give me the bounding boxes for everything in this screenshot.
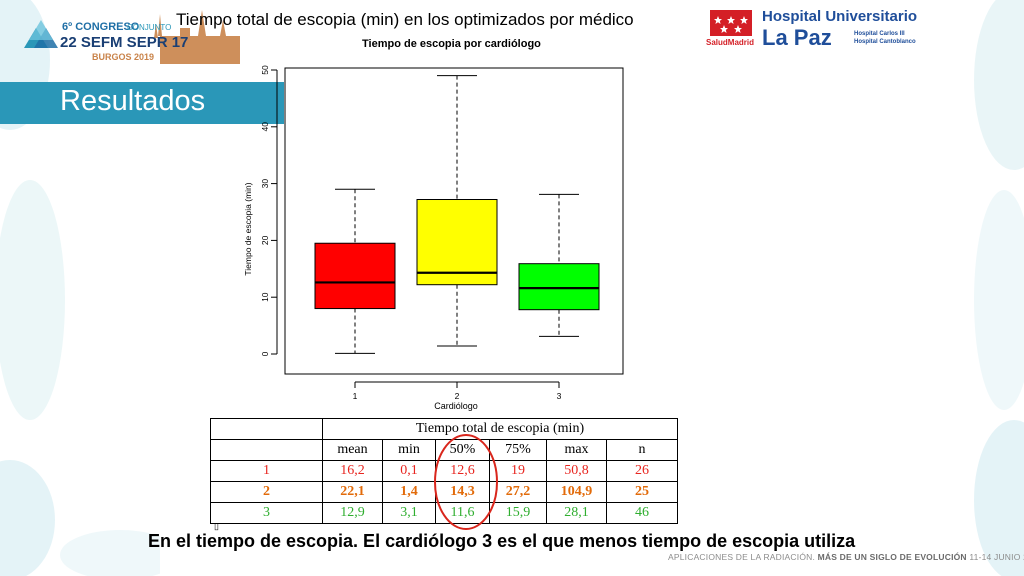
table-cell: 26 <box>606 460 678 482</box>
median-highlight-circle <box>434 434 498 530</box>
table-cell: 25 <box>606 481 678 503</box>
footer-part1: APLICACIONES DE LA RADIACIÓN. <box>668 552 816 562</box>
table-column-header: mean <box>322 439 383 461</box>
congress-city-year: BURGOS 2019 <box>92 52 154 62</box>
table-row: 3 12,9 3,1 11,6 15,9 28,1 46 <box>210 502 678 524</box>
y-tick-label: 50 <box>260 65 270 75</box>
chart-title: Tiempo de escopia por cardiólogo <box>362 38 541 50</box>
congress-logo: 6º CONGRESO CONJUNTO 22 SEFM SEPR 17 BUR… <box>24 10 240 64</box>
plot-frame <box>284 67 624 375</box>
table-row: 1 16,2 0,1 12,6 19 50,8 26 <box>210 460 678 482</box>
y-tick-label: 10 <box>260 292 270 302</box>
hospital-sub2: Hospital Cantoblanco <box>854 39 916 45</box>
table-cell: 46 <box>606 502 678 524</box>
table-corner-cell <box>210 418 323 440</box>
table-cell: 15,9 <box>489 502 547 524</box>
hospital-sub1: Hospital Carlos III <box>854 31 905 37</box>
congress-societies: 22 SEFM SEPR 17 <box>60 34 188 51</box>
y-tick-label: 20 <box>260 235 270 245</box>
footer-text: APLICACIONES DE LA RADIACIÓN. MÁS DE UN … <box>668 552 1024 562</box>
table-row-label: 1 <box>210 460 323 482</box>
box-cardiologist-2 <box>416 75 498 347</box>
x-tick-label: 2 <box>455 391 460 401</box>
table-cell: 22,1 <box>322 481 383 503</box>
table-cell: 1,4 <box>382 481 436 503</box>
section-banner <box>0 82 284 124</box>
slide-title: Tiempo total de escopia (min) en los opt… <box>176 10 634 29</box>
table-group-header-row: Tiempo total de escopia (min) <box>210 418 678 440</box>
footer-part3: 11-14 JUNIO 2019 <box>969 552 1024 562</box>
stats-table: Tiempo total de escopia (min) mean min 50%… <box>210 418 678 524</box>
congress-joint: CONJUNTO <box>127 23 171 32</box>
table-column-header: n <box>606 439 678 461</box>
table-cell: 50,8 <box>546 460 607 482</box>
table-cell: 28,1 <box>546 502 607 524</box>
table-cell: 104,9 <box>546 481 607 503</box>
madrid-label: SaludMadrid <box>706 38 755 47</box>
section-title: Resultados <box>60 85 206 117</box>
decorative-border-right <box>974 0 1024 576</box>
y-axis-label: Tiempo de escopia (min) <box>243 182 253 275</box>
madrid-flag-icon <box>710 10 752 36</box>
table-row-label: 2 <box>210 481 323 503</box>
conclusion-text: En el tiempo de escopia. El cardiólogo 3… <box>148 531 856 551</box>
box-body <box>314 242 396 310</box>
table-corner-cell <box>210 439 323 461</box>
hospital-name-line2: La Paz <box>762 25 832 50</box>
x-tick-label: 1 <box>353 391 358 401</box>
y-tick-label: 0 <box>260 351 270 356</box>
y-tick-label: 30 <box>260 179 270 189</box>
table-cell: 0,1 <box>382 460 436 482</box>
x-tick-label: 3 <box>557 391 562 401</box>
x-axis-label: Cardiólogo <box>434 401 478 411</box>
table-cell: 3,1 <box>382 502 436 524</box>
table-row: 2 22,1 1,4 14,3 27,2 104,9 25 <box>210 481 678 503</box>
hospital-name-line1: Hospital Universitario <box>762 8 918 25</box>
congress-edition: 6º CONGRESO <box>62 21 140 33</box>
box-body <box>416 199 498 286</box>
table-group-header: Tiempo total de escopia (min) <box>322 418 678 440</box>
box-cardiologist-3 <box>518 193 600 337</box>
table-row-label: 3 <box>210 502 323 524</box>
table-cell: 11,6 <box>435 502 490 524</box>
hospital-logo: SaludMadrid Hospital Universitario La Pa… <box>706 8 926 50</box>
placeholder-glyph: ▯ <box>214 521 219 531</box>
table-cell: 19 <box>489 460 547 482</box>
y-tick-label: 40 <box>260 122 270 132</box>
table-column-header: max <box>546 439 607 461</box>
box-cardiologist-1 <box>314 188 396 354</box>
table-column-header: min <box>382 439 436 461</box>
box-body <box>518 263 600 311</box>
footer-part2: MÁS DE UN SIGLO DE EVOLUCIÓN <box>817 552 967 562</box>
table-cell: 16,2 <box>322 460 383 482</box>
table-cell: 12,9 <box>322 502 383 524</box>
